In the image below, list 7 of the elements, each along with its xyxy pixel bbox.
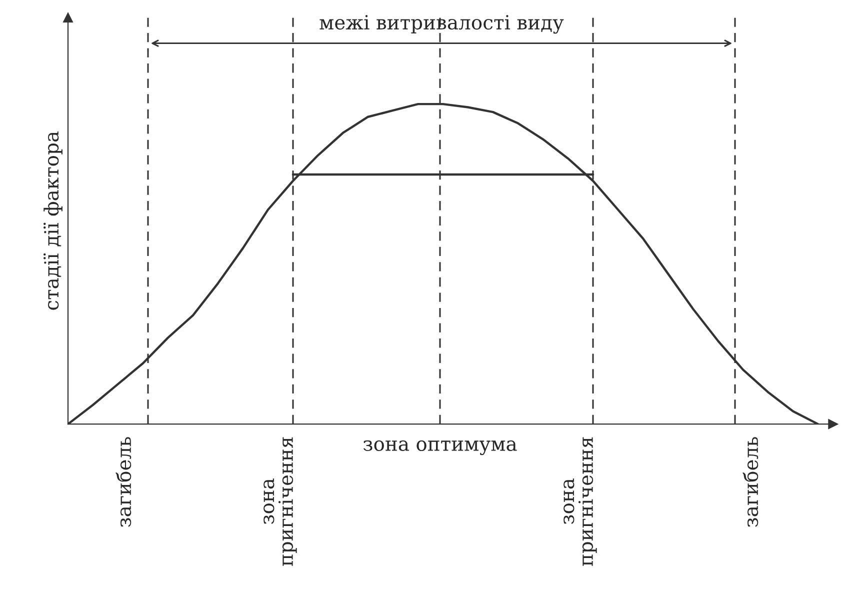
text: зона пригнічення [564, 437, 597, 566]
y-axis-title: стадії дії фактора [44, 131, 62, 310]
text: зона пригнічення [264, 437, 297, 566]
text: загибель [742, 437, 758, 527]
text: зона оптимума [363, 440, 517, 456]
text: межі витривалості виду [320, 15, 564, 34]
text: загибель [116, 437, 132, 527]
